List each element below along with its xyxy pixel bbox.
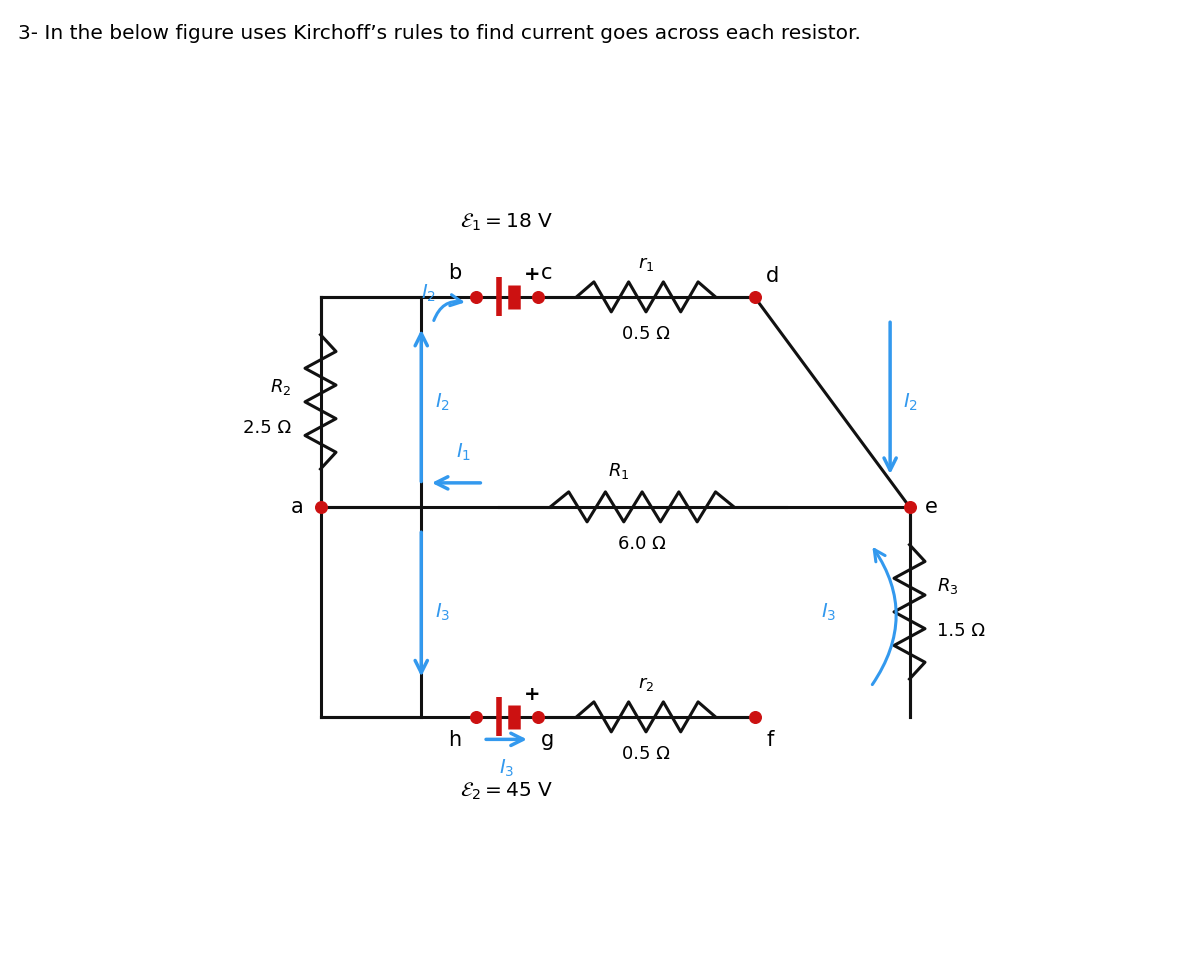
Text: $I_1$: $I_1$	[456, 442, 472, 464]
Text: $R_2$: $R_2$	[270, 377, 292, 396]
Text: 6.0 Ω: 6.0 Ω	[618, 536, 666, 553]
Text: 0.5 Ω: 0.5 Ω	[622, 745, 670, 764]
Text: $I_2$: $I_2$	[436, 392, 450, 413]
Point	[466, 709, 485, 725]
Point	[528, 289, 547, 305]
Text: $\mathcal{E}_1 = 18\ \mathrm{V}$: $\mathcal{E}_1 = 18\ \mathrm{V}$	[460, 211, 553, 233]
Text: c: c	[541, 263, 553, 283]
Text: 1.5 Ω: 1.5 Ω	[937, 621, 985, 640]
Text: 3- In the below figure uses Kirchoff’s rules to find current goes across each re: 3- In the below figure uses Kirchoff’s r…	[18, 24, 860, 44]
Text: g: g	[541, 730, 554, 750]
Text: a: a	[290, 497, 304, 517]
Text: $I_3$: $I_3$	[821, 601, 836, 622]
Point	[900, 499, 919, 514]
Point	[528, 709, 547, 725]
Text: $R_3$: $R_3$	[937, 576, 958, 596]
Text: h: h	[449, 730, 462, 750]
FancyArrowPatch shape	[433, 295, 462, 320]
FancyArrowPatch shape	[872, 549, 896, 685]
Text: e: e	[925, 497, 938, 517]
Text: 2.5 Ω: 2.5 Ω	[242, 419, 292, 437]
Text: 0.5 Ω: 0.5 Ω	[622, 325, 670, 344]
Point	[745, 709, 764, 725]
Text: $r_2$: $r_2$	[638, 675, 654, 693]
Text: $I_3$: $I_3$	[436, 601, 450, 622]
Text: $r_1$: $r_1$	[638, 255, 654, 273]
Text: d: d	[766, 266, 779, 285]
Text: +: +	[523, 265, 540, 283]
Text: b: b	[449, 263, 462, 283]
Text: $I_2$: $I_2$	[421, 283, 437, 304]
Text: $I_2$: $I_2$	[904, 392, 918, 413]
Text: $I_3$: $I_3$	[499, 758, 514, 779]
Point	[311, 499, 330, 514]
Text: f: f	[766, 730, 774, 750]
Text: $R_1$: $R_1$	[608, 461, 630, 480]
Text: +: +	[523, 685, 540, 704]
Point	[745, 289, 764, 305]
Point	[466, 289, 485, 305]
Text: $\mathcal{E}_2 = 45\ \mathrm{V}$: $\mathcal{E}_2 = 45\ \mathrm{V}$	[460, 780, 553, 802]
